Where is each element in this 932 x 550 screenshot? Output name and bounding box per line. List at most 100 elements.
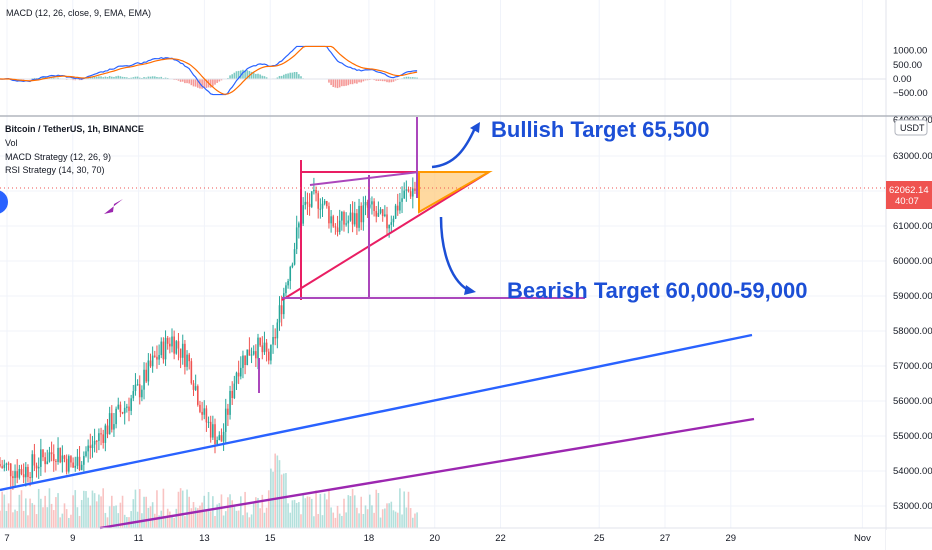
macd-histogram-bar (149, 76, 152, 79)
volume-bar (106, 517, 109, 528)
candle-body (130, 398, 132, 411)
candle-body (272, 336, 274, 345)
macd-histogram-bar (151, 76, 154, 79)
candle-body (162, 341, 165, 360)
volume-bar (74, 490, 77, 528)
volume-bar (392, 510, 395, 528)
candle-body (128, 406, 130, 411)
macd-histogram-bar (78, 79, 81, 81)
candle-body (371, 201, 373, 205)
price-tick-label: 59000.00 (893, 291, 932, 302)
macd-tick-label: 0.00 (893, 74, 912, 85)
volume-bar (65, 509, 68, 528)
volume-bar (201, 502, 203, 528)
candle-body (364, 201, 367, 206)
macd-histogram-bar (216, 79, 218, 83)
candle-body (102, 434, 104, 443)
macd-histogram-bar (386, 79, 388, 83)
candle-body (306, 201, 309, 204)
volume-bar (399, 488, 401, 528)
blue-trendline (0, 333, 753, 492)
volume-bar (20, 490, 23, 528)
candle-body (59, 447, 61, 463)
last-price-badge (886, 181, 932, 209)
macd-histogram-bar (330, 79, 332, 86)
macd-histogram-bar (154, 76, 156, 79)
indicator-rsi-strategy[interactable]: RSI Strategy (14, 30, 70) (5, 165, 105, 175)
volume-bar (285, 473, 287, 528)
candle-body (33, 454, 36, 466)
volume-bar (345, 512, 347, 528)
volume-bar (154, 513, 156, 528)
macd-histogram-bar (343, 79, 345, 87)
grid (0, 0, 887, 550)
volume-bar (353, 495, 356, 528)
candle-body (126, 406, 128, 408)
candle-body (40, 449, 42, 467)
volume-bar (14, 509, 16, 528)
volume-bar (252, 503, 255, 528)
macd-histogram-bar (201, 79, 203, 89)
macd-histogram-bar (214, 79, 216, 85)
volume-bar (278, 460, 281, 528)
candle-body (179, 348, 182, 358)
volume-bar (330, 507, 332, 528)
volume-bar (98, 494, 100, 528)
volume-bar (321, 515, 324, 528)
time-axis[interactable]: 7 9 11 13 15 18 20 22 25 27 29 Nov (4, 533, 871, 544)
volume-bar (55, 497, 57, 528)
macd-histogram-bar (227, 77, 229, 79)
candle-body (98, 433, 100, 441)
candle-body (68, 456, 70, 472)
volume-bar (396, 512, 399, 528)
candle-body (9, 463, 12, 477)
scroll-corner[interactable] (886, 530, 932, 550)
macd-histogram-bar (205, 79, 208, 88)
macd-histogram-bar (409, 77, 412, 79)
candle-body (194, 386, 197, 390)
candle-body (190, 361, 193, 384)
volume-bar (379, 517, 382, 528)
macd-histogram-bar (33, 77, 36, 79)
candle-body (310, 191, 313, 207)
macd-histogram-bar (42, 76, 44, 79)
volume-bar (216, 504, 218, 528)
volume-bar (171, 515, 173, 528)
candle-body (227, 408, 229, 415)
macd-tick-label: 500.00 (893, 60, 922, 71)
candle-body (285, 285, 287, 294)
candle-body (158, 355, 160, 360)
candle-body (171, 336, 173, 347)
countdown-value: 40:07 (895, 196, 919, 207)
candle-body (373, 201, 375, 212)
volume-bar (186, 489, 188, 528)
volume-bar (100, 496, 102, 528)
candle-body (164, 337, 167, 360)
candle-body (330, 216, 332, 224)
currency-box[interactable] (894, 119, 928, 136)
volume-bar (300, 514, 302, 528)
volume-bar (267, 490, 270, 528)
candle-body (336, 227, 339, 233)
volume-bar (242, 515, 244, 528)
candle-body (252, 351, 255, 355)
macd-histogram-bar (166, 77, 169, 79)
macd-histogram-bar (212, 79, 214, 87)
candle-body (181, 343, 184, 358)
candle-body (313, 189, 315, 192)
volume-bar (134, 489, 137, 528)
indicator-macd-strategy[interactable]: MACD Strategy (12, 26, 9) (5, 152, 111, 162)
candle-body (399, 201, 401, 211)
macd-histogram-bar (341, 79, 343, 87)
macd-title: MACD (12, 26, close, 9, EMA, EMA) (6, 8, 151, 18)
candle-body (298, 223, 300, 228)
volume-bar (91, 490, 94, 528)
macd-histogram-bar (134, 76, 137, 79)
macd-histogram-bar (145, 77, 147, 79)
volume-bar (283, 473, 285, 528)
volume-bar (115, 505, 117, 528)
volume-bar (194, 507, 197, 528)
symbol-line[interactable]: Bitcoin / TetherUS, 1h, BINANCE (5, 124, 144, 134)
indicator-vol[interactable]: Vol (5, 138, 18, 148)
